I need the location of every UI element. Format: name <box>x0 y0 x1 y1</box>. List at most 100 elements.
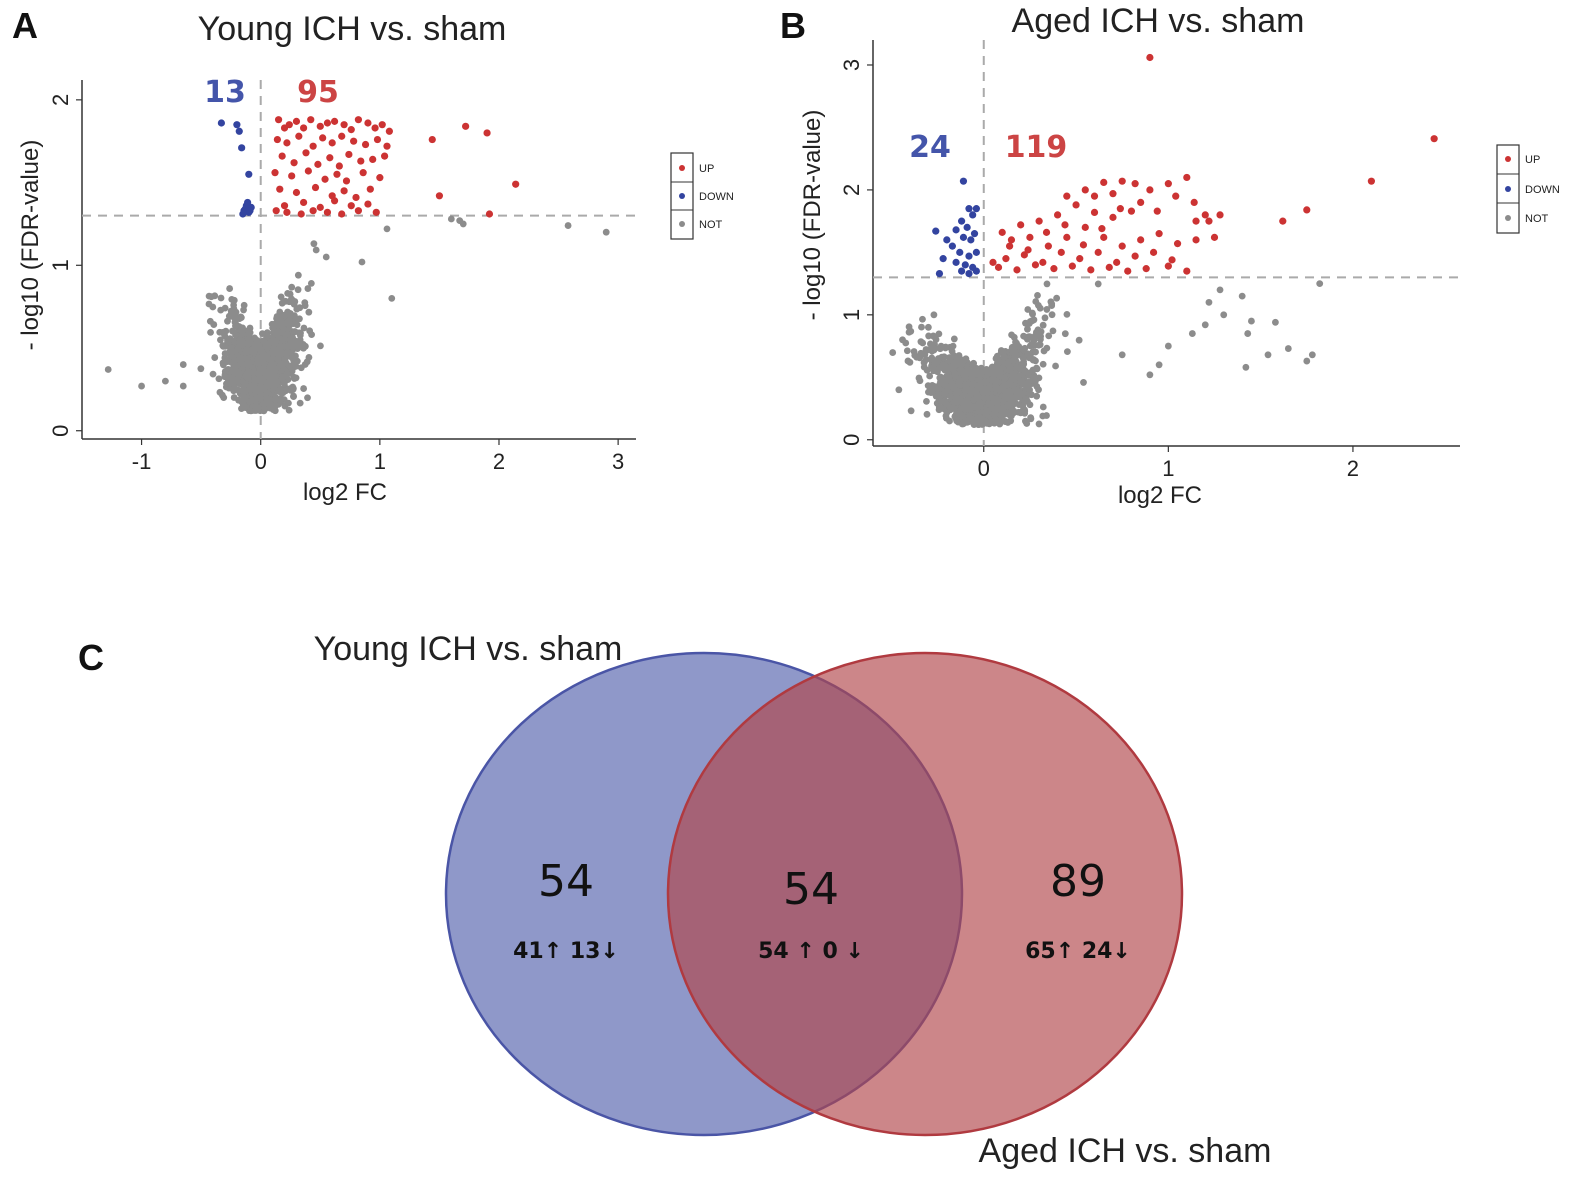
point-up <box>1118 177 1126 185</box>
point-not <box>296 304 304 312</box>
point-not <box>383 225 391 233</box>
point-not <box>1024 306 1032 313</box>
point-up <box>272 207 280 215</box>
point-up <box>340 187 348 195</box>
x-tick-label: 1 <box>374 449 386 474</box>
point-up <box>333 170 341 178</box>
point-up <box>300 198 308 207</box>
point-not <box>1264 351 1272 359</box>
point-not <box>271 320 278 328</box>
point-up <box>335 162 343 170</box>
point-up <box>292 188 301 197</box>
point-not <box>294 286 302 294</box>
point-not <box>271 381 279 389</box>
point-not <box>1013 388 1021 396</box>
point-up <box>352 193 360 202</box>
point-up <box>311 183 320 192</box>
point-not <box>237 314 245 322</box>
point-not <box>950 399 958 406</box>
point-not <box>240 395 248 403</box>
point-not <box>973 418 981 426</box>
point-up <box>1068 262 1076 270</box>
point-not <box>290 358 298 366</box>
point-not <box>242 387 249 395</box>
point-up <box>1002 255 1010 263</box>
panel-b: B Aged ICH vs. sham 0 1 2 0 1 2 3 log2 FC - lo… <box>780 2 1560 509</box>
point-not <box>304 285 312 292</box>
point-up <box>1061 221 1069 229</box>
point-up <box>288 172 296 180</box>
point-up <box>340 121 348 129</box>
legend-down-label: DOWN <box>1525 184 1560 196</box>
point-not <box>928 386 936 394</box>
point-not <box>1075 336 1083 344</box>
point-not <box>989 363 996 371</box>
point-not <box>310 240 318 248</box>
point-not <box>1036 341 1044 349</box>
point-not <box>207 328 214 336</box>
point-not <box>234 386 242 394</box>
point-not <box>388 294 396 302</box>
point-not <box>953 417 961 425</box>
point-up <box>316 203 324 211</box>
point-not <box>907 407 915 415</box>
point-not <box>992 382 1000 390</box>
point-not <box>228 379 236 387</box>
point-up <box>309 142 317 150</box>
point-up <box>297 210 305 218</box>
point-not <box>906 358 914 366</box>
point-not <box>246 324 254 332</box>
point-up <box>276 185 284 193</box>
point-not <box>358 258 366 266</box>
point-up <box>1090 192 1099 200</box>
panel-a: A Young ICH vs. sham -1 0 1 2 3 0 1 2 log2 FC -… <box>12 5 734 506</box>
point-not <box>1039 412 1047 420</box>
point-up <box>347 126 355 134</box>
point-not <box>986 382 994 390</box>
point-not <box>197 365 205 373</box>
point-not <box>1063 348 1071 356</box>
point-not <box>226 285 234 292</box>
point-down <box>246 207 254 215</box>
point-not <box>266 404 274 412</box>
point-up <box>354 116 363 124</box>
point-not <box>232 322 239 330</box>
point-down <box>969 211 977 219</box>
point-not <box>977 379 985 387</box>
point-up <box>369 155 377 164</box>
point-not <box>1020 355 1027 362</box>
point-not <box>283 330 291 338</box>
point-not <box>275 328 283 336</box>
point-up <box>280 202 289 210</box>
point-not <box>956 410 964 418</box>
point-not <box>913 353 921 361</box>
point-down <box>972 267 980 275</box>
point-up <box>323 119 332 127</box>
panel-b-up-count: 119 <box>1005 130 1068 165</box>
point-up <box>366 185 374 193</box>
point-not <box>226 313 234 320</box>
point-not <box>1008 375 1016 383</box>
point-up <box>383 142 391 150</box>
point-up <box>1183 173 1191 182</box>
point-up <box>1042 228 1051 236</box>
point-not <box>224 338 231 346</box>
point-up <box>1057 248 1065 256</box>
point-down <box>244 198 252 207</box>
point-not <box>283 309 291 317</box>
venn-intersection-total: 54 <box>783 864 839 915</box>
point-up <box>376 174 384 182</box>
point-not <box>1033 383 1041 390</box>
x-tick-label: 3 <box>612 449 624 474</box>
legend-down-marker <box>1505 186 1511 192</box>
point-up <box>462 122 470 130</box>
point-up <box>1105 263 1113 271</box>
point-not <box>1308 351 1316 359</box>
panel-b-letter: B <box>780 5 806 46</box>
point-up <box>1205 217 1213 225</box>
venn-intersection-detail: 54 ↑ 0 ↓ <box>758 939 864 964</box>
point-not <box>942 344 949 352</box>
legend-not-label: NOT <box>699 219 723 231</box>
point-not <box>277 293 285 301</box>
point-not <box>1008 346 1016 354</box>
